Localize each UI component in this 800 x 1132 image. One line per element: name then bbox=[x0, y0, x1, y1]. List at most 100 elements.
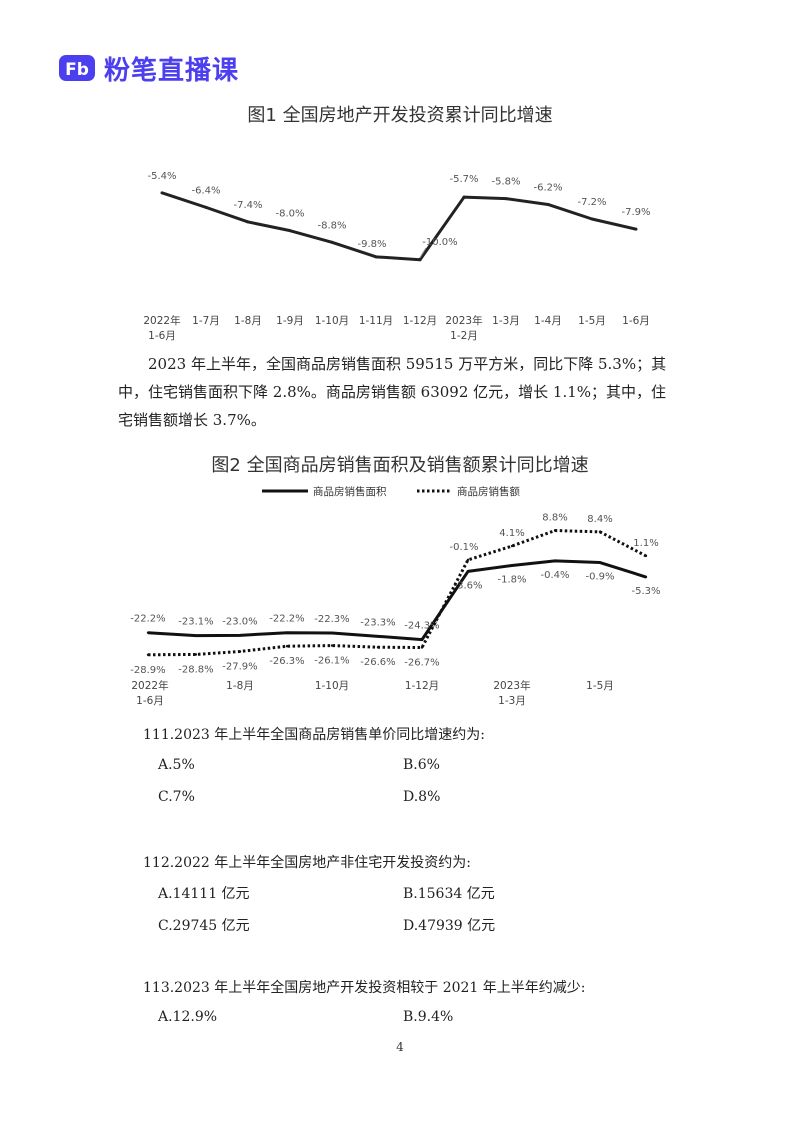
chart2-sales-data-label: -26.7% bbox=[404, 658, 439, 669]
chart2-sales-point bbox=[330, 644, 334, 647]
chart2-sales-point bbox=[510, 544, 514, 548]
chart2-sales-data-label: -27.9% bbox=[222, 661, 257, 672]
chart2-area-data-label: -22.2% bbox=[130, 614, 165, 625]
chart1-point bbox=[418, 258, 422, 262]
question-111-stem: 111.2023 年上半年全国商品房销售单价同比增速约为: bbox=[143, 727, 485, 743]
question-112-option-a: A.14111 亿元 bbox=[158, 886, 250, 902]
chart1-point bbox=[634, 227, 638, 231]
chart2-x-tick-label: 1-12月 bbox=[405, 680, 439, 692]
chart2-area-point bbox=[466, 570, 470, 573]
chart1-point bbox=[330, 240, 334, 244]
chart2-sales-point bbox=[376, 646, 380, 649]
data-paragraph: 2023 年上半年，全国商品房销售面积 59515 万平方米，同比下降 5.3%… bbox=[118, 355, 667, 429]
chart2-x-tick-label: 1-10月 bbox=[315, 680, 349, 692]
chart2-area-point bbox=[376, 635, 380, 638]
chart2-sales-point bbox=[466, 558, 470, 562]
chart1-x-tick-label: 1-3月 bbox=[492, 315, 520, 327]
chart2-area-point bbox=[420, 638, 424, 641]
chart2-area-point bbox=[330, 631, 334, 635]
chart2-area-data-label: -23.1% bbox=[178, 617, 213, 628]
chart2-area-point bbox=[553, 559, 557, 563]
chart2-area-data-label: -1.8% bbox=[497, 574, 526, 585]
chart1-point bbox=[288, 229, 292, 233]
chart2-legend-label: 商品房销售额 bbox=[457, 485, 520, 498]
chart2-area-data-label: -3.6% bbox=[453, 580, 482, 591]
chart2-sales-point bbox=[644, 554, 648, 558]
chart2-area-point bbox=[510, 564, 514, 567]
chart2-area-data-label: -23.0% bbox=[222, 616, 257, 627]
chart1-point bbox=[546, 202, 550, 206]
chart1-x-tick-label: 2023年 bbox=[445, 314, 482, 327]
chart1-data-label: -5.8% bbox=[491, 177, 520, 188]
chart2-sales-point bbox=[420, 646, 424, 649]
chart1-data-label: -5.7% bbox=[449, 174, 478, 185]
chart1-x-tick-label: 1-4月 bbox=[534, 315, 562, 327]
chart1-x-tick-label: 1-2月 bbox=[450, 330, 478, 342]
chart2-area-data-label: -5.3% bbox=[631, 586, 660, 597]
chart1-point bbox=[246, 220, 250, 224]
chart1-data-label: -9.8% bbox=[357, 239, 386, 250]
chart1-label-leader bbox=[419, 247, 427, 258]
svg-text:Fb: Fb bbox=[65, 60, 89, 80]
chart1-x-tick-label: 1-5月 bbox=[578, 315, 606, 327]
chart1-title: 图1 全国房地产开发投资累计同比增速 bbox=[247, 105, 553, 126]
question-111-option-d: D.8% bbox=[403, 789, 441, 805]
question-113-option-a: A.12.9% bbox=[158, 1009, 218, 1025]
chart2-legend-label: 商品房销售面积 bbox=[313, 485, 387, 498]
chart2-area-point bbox=[285, 631, 289, 634]
question-111-option-b: B.6% bbox=[403, 757, 440, 773]
chart2-x-tick-label: 1-8月 bbox=[226, 680, 254, 692]
chart2-sales-data-label: -0.1% bbox=[449, 542, 478, 553]
question-111-option-a: A.5% bbox=[158, 757, 195, 773]
question-111-option-c: C.7% bbox=[158, 789, 195, 805]
chart2-sales-data-label: 1.1% bbox=[633, 538, 658, 549]
chart2-sales-point bbox=[285, 645, 289, 648]
chart1-point bbox=[462, 195, 466, 199]
chart2-x-tick-label: 1-6月 bbox=[136, 695, 164, 707]
chart2-sales-point bbox=[146, 653, 150, 656]
chart2-title: 图2 全国商品房销售面积及销售额累计同比增速 bbox=[211, 455, 589, 476]
chart2-plot: 商品房销售面积 商品房销售额 -22.2% -23.1% -23.0% -22.2% -22… bbox=[130, 485, 660, 707]
chart2-area-data-label: -22.2% bbox=[269, 614, 304, 625]
brand-name: 粉笔直播课 bbox=[104, 55, 240, 86]
chart1-point bbox=[160, 191, 164, 195]
chart2-area-data-label: -22.3% bbox=[314, 614, 349, 625]
chart1-data-label: -7.9% bbox=[621, 207, 650, 218]
chart1-x-tick-label: 2022年 bbox=[143, 314, 180, 327]
chart2-sales-data-label: -26.3% bbox=[269, 656, 304, 667]
chart1-x-tick-label: 1-8月 bbox=[234, 315, 262, 327]
chart1-data-label: -5.4% bbox=[147, 171, 176, 182]
chart1-x-tick-label: 1-6月 bbox=[622, 315, 650, 327]
chart2-area-point bbox=[644, 575, 648, 579]
chart1-data-label: -7.4% bbox=[233, 200, 262, 211]
chart2-sales-point bbox=[553, 529, 557, 532]
chart2-x-tick-label: 2022年 bbox=[131, 679, 168, 692]
question-112-option-c: C.29745 亿元 bbox=[158, 918, 250, 934]
chart1-data-label: -10.0% bbox=[422, 237, 457, 248]
chart1-x-tick-label: 1-9月 bbox=[276, 315, 304, 327]
chart2-sales-data-label: -28.9% bbox=[130, 665, 165, 676]
chart2-sales-data-label: -26.1% bbox=[314, 656, 349, 667]
chart2-sales-data-label: -26.6% bbox=[360, 657, 395, 668]
question-112-stem: 112.2022 年上半年全国房地产非住宅开发投资约为: bbox=[143, 855, 471, 871]
chart2-sales-point bbox=[194, 653, 198, 656]
chart1-data-label: -8.0% bbox=[275, 209, 304, 220]
chart1-data-label: -6.2% bbox=[533, 182, 562, 193]
question-112-option-b: B.15634 亿元 bbox=[403, 886, 495, 902]
chart1-data-label: -8.8% bbox=[317, 220, 346, 231]
chart2-area-point bbox=[598, 561, 602, 564]
chart1-x-tick-label: 1-12月 bbox=[403, 315, 437, 327]
chart2-area-series-line bbox=[147, 559, 647, 642]
chart1-point bbox=[590, 217, 594, 221]
chart2-sales-data-label: 8.4% bbox=[587, 514, 612, 525]
chart2-area-point bbox=[238, 634, 242, 637]
chart2-sales-point bbox=[238, 650, 242, 653]
chart1-plot: -5.4% -6.4% -7.4% -8.0% -8.8% -9.8% -10.0% -5.7… bbox=[143, 171, 650, 342]
brand-logo: Fb 粉笔直播课 bbox=[58, 50, 239, 86]
fb-logo-icon: Fb bbox=[59, 55, 95, 81]
chart2-sales-data-label: 4.1% bbox=[499, 528, 524, 539]
chart2-area-data-label: -24.3% bbox=[404, 621, 439, 632]
chart1-point bbox=[374, 255, 378, 259]
chart2-sales-data-label: 8.8% bbox=[542, 513, 567, 524]
chart1-data-label: -7.2% bbox=[577, 197, 606, 208]
